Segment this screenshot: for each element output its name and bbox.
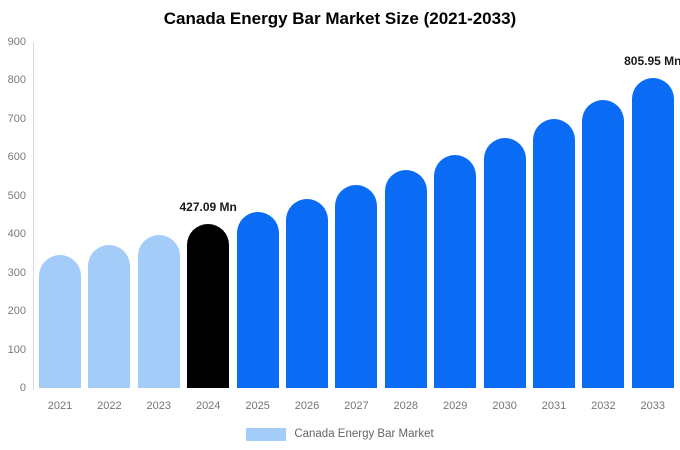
bar-2027[interactable] bbox=[335, 185, 378, 388]
legend-item[interactable]: Canada Energy Bar Market bbox=[0, 426, 680, 442]
y-axis-line bbox=[33, 42, 34, 390]
bar-2022[interactable] bbox=[88, 245, 131, 388]
bar-2029[interactable] bbox=[434, 154, 477, 388]
y-axis-tick-label: 500 bbox=[7, 189, 26, 202]
legend-swatch bbox=[246, 427, 287, 441]
x-axis-label-2023: 2023 bbox=[146, 400, 172, 412]
x-axis-label-2026: 2026 bbox=[294, 400, 320, 412]
y-axis-tick-label: 300 bbox=[7, 266, 26, 279]
y-axis-tick-label: 900 bbox=[7, 36, 26, 48]
value-label-2024: 427.09 Mn bbox=[179, 199, 237, 214]
x-axis-label-2030: 2030 bbox=[492, 400, 517, 412]
y-axis-tick-label: 600 bbox=[7, 151, 26, 164]
chart-title: Canada Energy Bar Market Size (2021-2033… bbox=[163, 9, 517, 28]
bar-2031[interactable] bbox=[533, 119, 575, 388]
x-axis-label-2032: 2032 bbox=[591, 400, 616, 412]
value-label-2033: 805.95 Mn bbox=[624, 54, 680, 69]
x-axis-label-2024: 2024 bbox=[195, 400, 221, 412]
x-axis-label-2029: 2029 bbox=[442, 400, 468, 412]
y-axis-tick-label: 200 bbox=[7, 305, 26, 318]
x-axis-label-2027: 2027 bbox=[344, 400, 369, 412]
x-axis-label-2033: 2033 bbox=[640, 400, 666, 412]
bar-2033[interactable] bbox=[631, 78, 674, 388]
legend-label: Canada Energy Bar Market bbox=[294, 428, 434, 440]
y-axis-tick-label: 800 bbox=[7, 74, 26, 87]
y-axis-tick-label: 400 bbox=[7, 228, 26, 241]
bar-2028[interactable] bbox=[384, 170, 427, 388]
bar-2030[interactable] bbox=[483, 137, 526, 388]
x-axis-label-2022: 2022 bbox=[97, 400, 122, 412]
bar-2023[interactable] bbox=[137, 234, 180, 388]
y-axis-tick-label: 700 bbox=[7, 112, 26, 125]
bar-2032[interactable] bbox=[582, 99, 625, 388]
bar-2025[interactable] bbox=[236, 211, 279, 388]
x-axis-label-2031: 2031 bbox=[541, 400, 567, 412]
x-axis-label-2028: 2028 bbox=[393, 400, 419, 412]
x-axis-label-2021: 2021 bbox=[47, 400, 73, 412]
bar-2021[interactable] bbox=[39, 254, 81, 388]
y-axis-tick-label: 100 bbox=[7, 343, 26, 356]
y-axis-tick-label: 0 bbox=[19, 382, 26, 394]
bar-2026[interactable] bbox=[286, 198, 328, 388]
bar-2024[interactable] bbox=[187, 223, 230, 388]
x-axis-label-2025: 2025 bbox=[245, 400, 270, 412]
